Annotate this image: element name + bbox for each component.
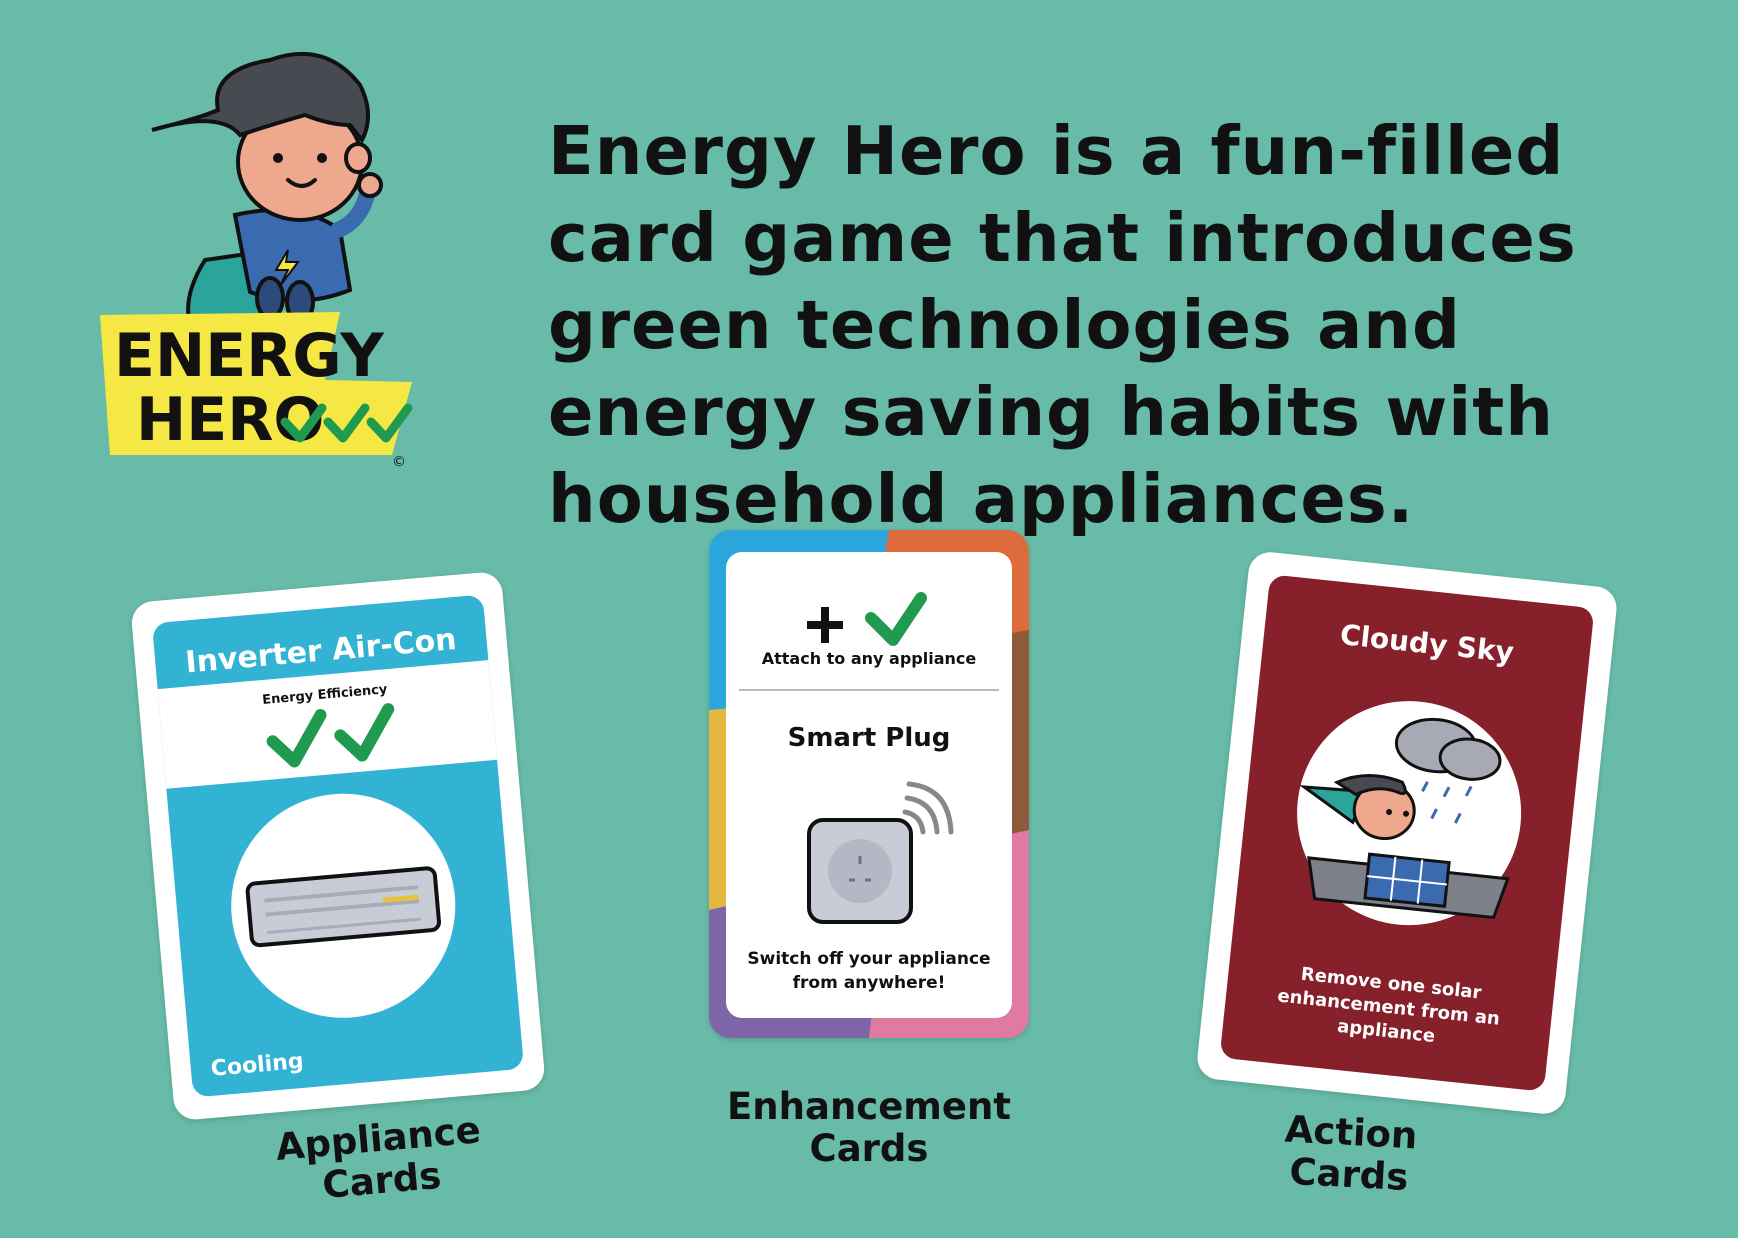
check-icon (266, 709, 327, 768)
check-icon (280, 403, 327, 443)
check-icon (334, 703, 395, 762)
logo-text-energy: ENERGY (114, 321, 385, 391)
enhancement-card[interactable]: Attach to any appliance Smart Plug Switc… (709, 530, 1029, 1038)
check-icon (865, 592, 927, 646)
enhancement-card-title: Smart Plug (788, 723, 951, 753)
hero-hair (151, 51, 370, 144)
energy-hero-logo: ENERGY HERO © (100, 51, 413, 470)
copyright-mark: © (392, 454, 406, 470)
appliance-card[interactable]: Inverter Air-Con Energy Efficiency Cooli… (130, 570, 546, 1122)
smart-plug-icon (807, 818, 913, 924)
action-cards-caption: Action Cards (1283, 1107, 1419, 1200)
air-conditioner-icon (245, 866, 441, 948)
wifi-signal-icon (902, 781, 954, 835)
check-icon (366, 403, 413, 443)
cloud-rain-icon (1394, 717, 1502, 824)
flying-hero-icon (1299, 774, 1416, 841)
solar-panel-icon (1307, 852, 1510, 920)
logo-text-hero: HERO (136, 385, 324, 455)
enhancement-desc-line2: from anywhere! (793, 973, 946, 993)
plus-icon (807, 607, 843, 643)
attach-text: Attach to any appliance (762, 649, 977, 668)
action-card[interactable]: Cloudy Sky Remove one solar enhancemen (1195, 550, 1619, 1116)
logo-banner (100, 312, 412, 455)
intro-text: Energy Hero is a fun-filled card game th… (548, 112, 1577, 538)
appliance-cards-caption: Appliance Cards (273, 1108, 483, 1208)
check-icon (323, 403, 370, 443)
enhancement-cards-caption: Enhancement Cards (727, 1085, 1011, 1170)
enhancement-desc-line1: Switch off your appliance (747, 949, 990, 969)
